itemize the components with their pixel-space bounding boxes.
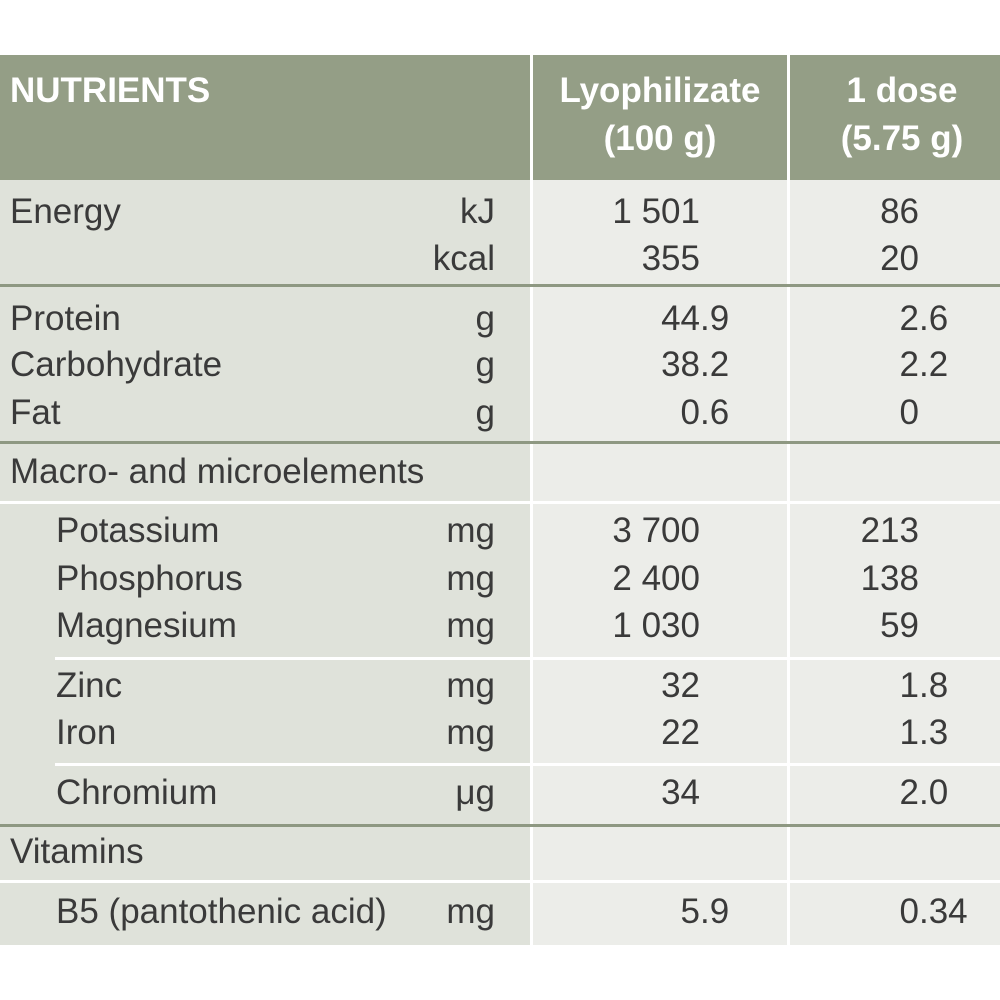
value-per-dose: 86 [880, 192, 919, 231]
row-label: Magnesium [56, 606, 237, 645]
group-divider [0, 284, 1000, 287]
table-row: kcal 355 20 [0, 239, 1000, 279]
value-per-100g: 34 [661, 773, 700, 812]
value-per-dose: 138 [860, 559, 919, 598]
subgroup-divider [55, 657, 1000, 660]
table-row: Fat g 0.6 0 [0, 393, 1000, 433]
row-unit: g [475, 345, 495, 384]
row-divider [0, 501, 1000, 504]
header-lyophilizate-label: Lyophilizate [559, 71, 761, 110]
row-label: Fat [10, 393, 61, 432]
row-unit: μg [455, 773, 495, 812]
value-per-100g: 2 400 [612, 559, 700, 598]
row-unit: mg [446, 892, 495, 931]
row-label: B5 (pantothenic acid) [56, 892, 387, 931]
row-label: Chromium [56, 773, 218, 812]
header-cell-dose: 1 dose (5.75 g) [790, 55, 1000, 180]
value-per-dose: 20 [880, 239, 919, 278]
row-unit: mg [446, 666, 495, 705]
dose-column-bg [790, 180, 1000, 945]
value-per-dose: 2.0 [899, 773, 949, 812]
lyophilizate-column-bg [533, 180, 787, 945]
value-per-100g: 22 [661, 713, 700, 752]
value-per-100g: 0.6 [680, 393, 730, 432]
value-per-100g: 3 700 [612, 511, 700, 550]
header-nutrients-label: NUTRIENTS [10, 71, 211, 110]
table-row: Potassium mg 3 700 213 [0, 511, 1000, 551]
table-row: Zinc mg 32 1.8 [0, 666, 1000, 706]
section-row: Macro- and microelements [0, 452, 1000, 492]
table-row: Phosphorus mg 2 400 138 [0, 559, 1000, 599]
table-row: Carbohydrate g 38.2 2.2 [0, 345, 1000, 385]
table-row: Chromium μg 34 2.0 [0, 773, 1000, 813]
table-row: Iron mg 22 1.3 [0, 713, 1000, 753]
header-dose-label: 1 dose [846, 71, 958, 110]
row-unit: kcal [432, 239, 495, 278]
row-unit: mg [446, 511, 495, 550]
value-per-100g: 1 501 [612, 192, 700, 231]
value-per-dose: 0.34 [899, 892, 968, 931]
value-per-dose: 2.6 [899, 299, 949, 338]
value-per-dose: 59 [880, 606, 919, 645]
row-unit: mg [446, 606, 495, 645]
section-label: Macro- and microelements [10, 452, 425, 491]
value-per-dose: 213 [860, 511, 919, 550]
row-label: Iron [56, 713, 117, 752]
header-cell-lyophilizate: Lyophilizate (100 g) [533, 55, 787, 180]
value-per-100g: 1 030 [612, 606, 700, 645]
value-per-100g: 355 [641, 239, 700, 278]
section-row: Vitamins [0, 832, 1000, 872]
table-row: B5 (pantothenic acid) mg 5.9 0.34 [0, 892, 1000, 932]
value-per-dose: 2.2 [899, 345, 949, 384]
row-divider [0, 880, 1000, 883]
row-label: Carbohydrate [10, 345, 223, 384]
label-column-bg [0, 180, 530, 945]
value-per-100g: 5.9 [680, 892, 730, 931]
row-unit: mg [446, 713, 495, 752]
value-per-100g: 44.9 [661, 299, 730, 338]
row-unit: kJ [460, 192, 495, 231]
header-lyophilizate-amount: (100 g) [603, 119, 717, 158]
row-label: Phosphorus [56, 559, 243, 598]
table-row: Protein g 44.9 2.6 [0, 299, 1000, 339]
table-row: Magnesium mg 1 030 59 [0, 606, 1000, 646]
header-dose-amount: (5.75 g) [840, 119, 964, 158]
header-cell-nutrients: NUTRIENTS [0, 55, 530, 180]
value-per-100g: 38.2 [661, 345, 730, 384]
group-divider [0, 824, 1000, 827]
row-label: Potassium [56, 511, 220, 550]
group-divider [0, 441, 1000, 444]
value-per-100g: 32 [661, 666, 700, 705]
section-label: Vitamins [10, 832, 144, 871]
row-label: Energy [10, 192, 121, 231]
subgroup-divider [55, 763, 1000, 766]
row-label: Zinc [56, 666, 123, 705]
row-unit: mg [446, 559, 495, 598]
value-per-dose: 1.3 [899, 713, 949, 752]
row-unit: g [475, 393, 495, 432]
value-per-dose: 1.8 [899, 666, 949, 705]
row-unit: g [475, 299, 495, 338]
row-label: Protein [10, 299, 121, 338]
value-per-dose: 0 [899, 393, 919, 432]
table-row: Energy kJ 1 501 86 [0, 192, 1000, 232]
